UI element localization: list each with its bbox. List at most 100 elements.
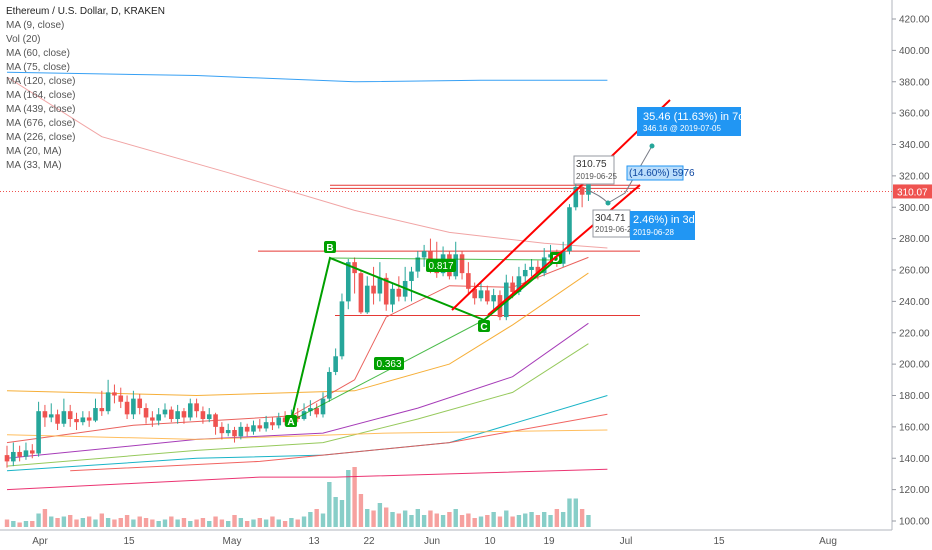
moving-average-line-0: [6, 272, 589, 397]
volume-bar: [333, 497, 338, 527]
volume-bar: [301, 516, 307, 527]
candle-body: [257, 425, 263, 429]
volume-bar: [579, 509, 585, 527]
candle-body: [364, 285, 370, 313]
volume-bar: [238, 518, 244, 527]
date-tag-1: 2019-06-25: [576, 172, 617, 181]
volume-bar: [358, 494, 364, 527]
price-tag-1: 310.75: [576, 159, 607, 170]
candle-body: [17, 451, 22, 457]
candle-body: [333, 356, 338, 372]
volume-bar: [36, 513, 41, 527]
volume-bar: [42, 509, 48, 527]
volume-bar: [99, 513, 104, 527]
pattern-point-label: D: [552, 254, 559, 265]
volume-bar: [472, 518, 477, 527]
time-tick-label: Jul: [620, 536, 633, 547]
candle-body: [327, 371, 332, 399]
abcd-diagonal-ac: [290, 319, 485, 422]
volume-bar: [586, 515, 591, 527]
price-tick-label: 340.00: [899, 140, 930, 151]
projection-point-down: [605, 200, 611, 206]
candle-body: [567, 207, 572, 252]
volume-bar: [466, 513, 471, 527]
candle-body: [345, 262, 351, 302]
candle-body: [137, 398, 143, 409]
volume-bar: [440, 515, 446, 527]
candle-body: [560, 251, 566, 264]
volume-bar: [194, 519, 199, 527]
pattern-point-badge-a: [285, 415, 297, 427]
candle-body: [371, 285, 376, 294]
moving-average-line-8: [6, 429, 608, 440]
volume-bar: [421, 515, 427, 527]
candle-body: [466, 273, 471, 289]
candle-body: [112, 392, 117, 396]
ratio-label-ab: 0.363: [376, 359, 401, 370]
volume-bar: [295, 519, 300, 527]
price-tick-label: 220.00: [899, 328, 930, 339]
volume-bar: [542, 512, 547, 527]
candle-body: [23, 450, 29, 457]
candle-body: [143, 408, 149, 418]
time-tick-label: May: [223, 536, 242, 547]
candle-body: [516, 276, 522, 292]
candle-body: [314, 408, 319, 415]
candle-body: [232, 430, 237, 437]
ratio-label-bc: 0.817: [428, 261, 453, 272]
candle-body: [301, 411, 307, 420]
callout-up-box: [637, 107, 741, 136]
candle-body: [175, 411, 180, 420]
candle-body: [358, 273, 364, 313]
price-tick-label: 180.00: [899, 391, 930, 402]
price-tick-label: 380.00: [899, 77, 930, 88]
volume-bar: [80, 518, 86, 527]
abcd-pattern-line: [290, 256, 557, 422]
legend-vol: Vol (20): [6, 34, 41, 45]
moving-average-line-3: [6, 343, 589, 467]
volume-bar: [339, 500, 345, 527]
moving-average-line-1: [6, 256, 589, 444]
candle-body: [80, 417, 86, 423]
candle-body: [251, 425, 256, 432]
volume-bar: [55, 518, 60, 527]
volume-bar: [232, 515, 237, 527]
volume-bar: [289, 518, 294, 527]
channel-upper-line: [451, 99, 671, 311]
price-tick-label: 300.00: [899, 203, 930, 214]
volume-bar: [207, 521, 212, 527]
volume-bar: [504, 510, 509, 527]
candle-body: [409, 271, 414, 281]
price-tick-label: 360.00: [899, 109, 930, 120]
projection-point-up: [649, 143, 655, 149]
candle-body: [105, 392, 111, 412]
candle-body: [529, 266, 534, 270]
legend-ma9: MA (9, close): [6, 20, 65, 31]
candle-body: [579, 186, 585, 195]
volume-bar: [30, 521, 35, 527]
candle-body: [181, 411, 187, 418]
volume-bar: [169, 516, 174, 527]
volume-bar: [112, 519, 117, 527]
moving-average-line-2: [6, 322, 589, 459]
price-tick-label: 120.00: [899, 485, 930, 496]
volume-bar: [181, 518, 187, 527]
candle-body: [276, 417, 282, 426]
volume-bar: [118, 518, 123, 527]
volume-bar: [371, 510, 376, 527]
callout-mid-text: (14.60%) 5976: [629, 168, 695, 179]
volume-bar: [282, 521, 288, 527]
candle-body: [42, 411, 48, 418]
volume-bar: [257, 518, 262, 527]
volume-bar: [485, 515, 490, 527]
moving-average-line-6: [6, 76, 608, 249]
volume-bar: [390, 512, 395, 527]
volume-bar: [529, 512, 534, 527]
last-price-badge: [893, 184, 932, 199]
last-price-label: 310.07: [897, 187, 928, 198]
volume-bar: [548, 515, 553, 527]
candle-body: [522, 270, 528, 277]
volume-bar: [352, 467, 357, 527]
volume-bar: [150, 519, 155, 527]
